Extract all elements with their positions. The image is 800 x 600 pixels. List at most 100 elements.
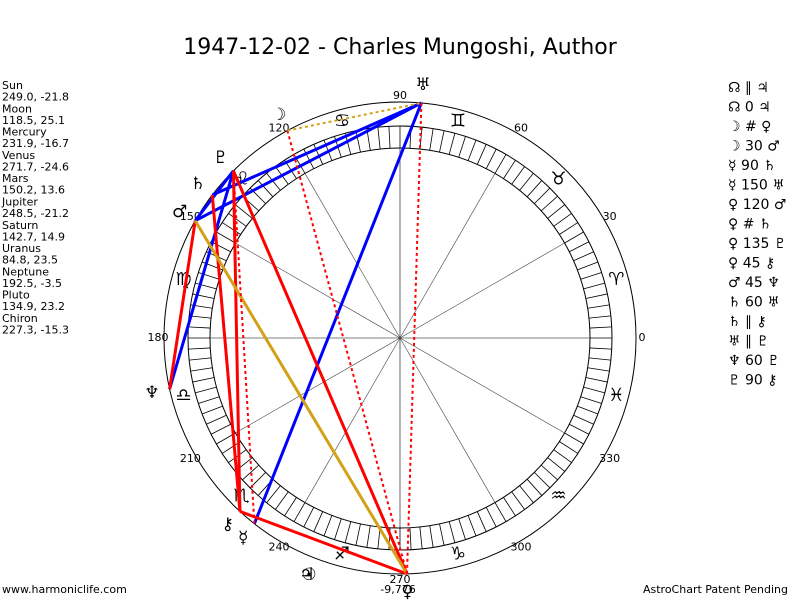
degree-label: 240 — [269, 541, 290, 554]
ring-tick — [580, 272, 602, 280]
ring-tick — [467, 515, 477, 537]
ring-tick — [534, 472, 551, 489]
aspect-entry: ♀ # ♄ — [728, 217, 771, 233]
ring-tick — [344, 521, 352, 543]
ring-tick — [573, 414, 594, 425]
ring-tick — [201, 405, 223, 415]
sign-glyph: ♈ — [608, 269, 624, 290]
ring-tick — [494, 502, 507, 522]
ring-tick — [409, 527, 412, 550]
ring-tick — [323, 515, 333, 537]
title: 1947-12-02 - Charles Mungoshi, Author — [183, 35, 618, 60]
ring-tick — [526, 180, 543, 198]
planet-position: 249.0, -21.8 — [2, 91, 69, 104]
house-line — [304, 337, 401, 503]
ring-tick — [573, 251, 594, 262]
planet-glyph: ♅ — [415, 75, 430, 95]
degree-label: 0 — [639, 331, 646, 344]
ring-tick — [589, 326, 612, 329]
ring-tick — [540, 195, 558, 212]
ring-tick — [355, 130, 361, 153]
planet-name: Sun — [2, 79, 23, 92]
aspect-line — [231, 170, 242, 512]
planet-name: Jupiter — [1, 196, 38, 209]
planet-name: Neptune — [2, 265, 49, 278]
ring-tick — [588, 357, 611, 361]
ring-tick — [583, 282, 605, 290]
house-line — [399, 173, 496, 339]
ring-tick — [467, 139, 477, 161]
ring-tick — [458, 518, 466, 540]
ring-tick — [189, 315, 212, 319]
ring-tick — [275, 491, 289, 510]
ring-tick — [313, 144, 324, 165]
aspect-entry: ♅ ∥ ♇ — [728, 334, 769, 350]
planet-glyph: ♃ — [299, 564, 314, 584]
ring-tick — [198, 396, 220, 404]
planet-position: 192.5, -3.5 — [2, 277, 62, 290]
planet-name: Mercury — [2, 126, 47, 139]
aspect-line — [239, 510, 408, 576]
ring-tick — [257, 180, 274, 198]
house-line — [235, 337, 401, 434]
house-line — [399, 337, 496, 503]
planet-glyph: ☉ — [301, 565, 316, 585]
aspect-line — [287, 101, 422, 132]
planet-glyph: ☿ — [238, 528, 248, 548]
ring-tick — [540, 464, 558, 481]
aspect-line — [168, 170, 235, 390]
planet-position: 150.2, 13.6 — [2, 184, 65, 197]
aspect-line — [168, 220, 197, 390]
ring-tick — [564, 432, 584, 445]
degree-label: 210 — [180, 452, 201, 465]
ring-tick — [485, 507, 497, 528]
aspect-line — [286, 130, 408, 575]
ring-tick — [577, 261, 599, 271]
ring-tick — [228, 213, 247, 227]
degree-label: 180 — [148, 331, 169, 344]
ring-tick — [188, 347, 211, 350]
ring-tick — [303, 507, 315, 528]
aspect-entry: ♆ 60 ♇ — [728, 353, 780, 369]
ring-tick — [519, 485, 534, 504]
planet-name: Saturn — [2, 219, 38, 232]
ring-tick — [355, 523, 361, 546]
planet-name: Chiron — [2, 312, 38, 325]
patent-note: AstroChart Patent Pending — [643, 583, 788, 596]
bottom-value: -9,776 — [380, 583, 415, 596]
ring-tick — [587, 304, 610, 309]
planet-name: Venus — [2, 149, 35, 162]
ring-tick — [547, 204, 566, 219]
ring-tick — [587, 367, 610, 372]
ring-tick — [210, 241, 231, 253]
ring-tick — [559, 222, 579, 235]
aspect-line — [406, 102, 423, 574]
planet-name: Mars — [2, 172, 29, 185]
planet-glyph: ♄ — [190, 174, 205, 194]
ring-tick — [458, 136, 466, 158]
ring-tick — [547, 457, 566, 472]
aspect-entry: ♂ 45 ♆ — [728, 275, 780, 291]
house-line — [399, 337, 565, 434]
ring-tick — [519, 172, 534, 191]
aspect-entry: ☿ 150 ♅ — [728, 178, 785, 194]
aspect-entry: ☿ 90 ♄ — [728, 158, 776, 174]
aspect-line — [193, 219, 409, 575]
ring-tick — [553, 449, 572, 463]
aspect-line — [194, 169, 235, 222]
ring-tick — [448, 521, 456, 543]
ring-tick — [511, 491, 525, 510]
ring-tick — [293, 502, 306, 522]
ring-tick — [334, 518, 342, 540]
planet-glyph: ♀ — [401, 582, 413, 600]
degree-label: 30 — [603, 210, 617, 223]
ring-tick — [564, 231, 584, 244]
ring-tick — [476, 144, 487, 165]
ring-tick — [553, 213, 572, 227]
ring-tick — [448, 133, 456, 155]
house-line — [235, 242, 401, 339]
ring-tick — [439, 523, 445, 546]
ring-tick — [485, 148, 497, 169]
site-link[interactable]: www.harmoniclife.com — [2, 583, 127, 596]
